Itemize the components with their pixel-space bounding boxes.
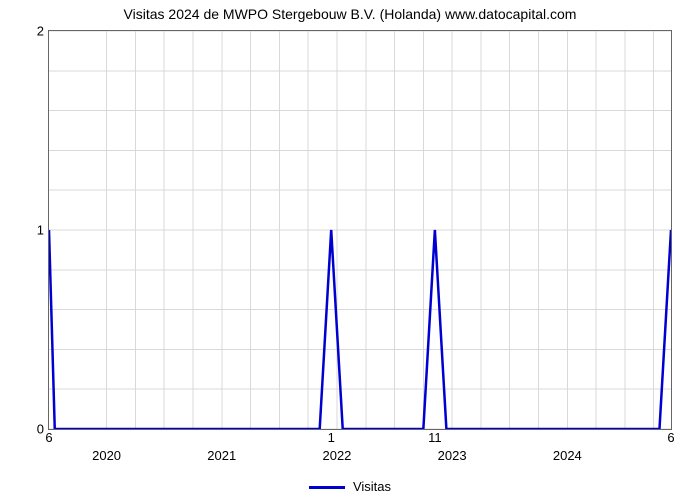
x-tick-label: 2020 xyxy=(92,448,121,463)
x-tick-label: 2021 xyxy=(207,448,236,463)
x-tick-label: 2022 xyxy=(322,448,351,463)
plot-area xyxy=(48,30,672,430)
legend-swatch xyxy=(309,486,345,489)
legend-label: Visitas xyxy=(353,479,391,494)
data-point-label: 6 xyxy=(45,430,52,445)
y-tick-label: 2 xyxy=(37,24,44,39)
y-tick-label: 1 xyxy=(37,223,44,238)
y-tick-label: 0 xyxy=(37,422,44,437)
x-tick-label: 2023 xyxy=(438,448,467,463)
visitas-line xyxy=(49,230,671,429)
chart-title: Visitas 2024 de MWPO Stergebouw B.V. (Ho… xyxy=(0,6,700,22)
x-tick-label: 2024 xyxy=(553,448,582,463)
data-point-label: 1 xyxy=(328,430,335,445)
data-point-label: 6 xyxy=(667,430,674,445)
data-point-label: 11 xyxy=(428,430,442,445)
legend: Visitas xyxy=(0,479,700,494)
